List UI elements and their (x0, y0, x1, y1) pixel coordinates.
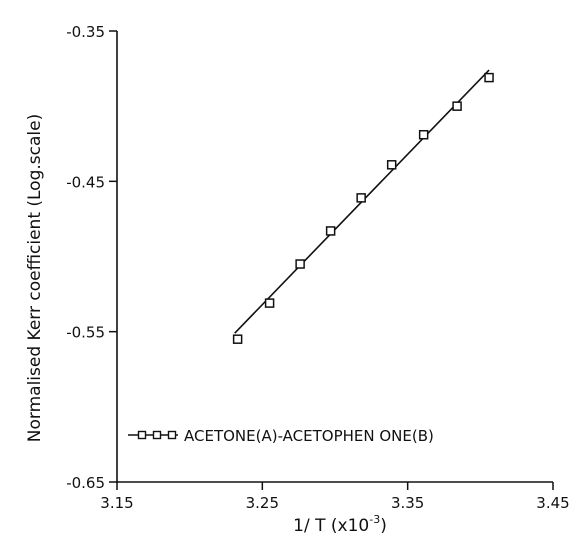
x-tick-label: 3.45 (536, 494, 569, 512)
x-axis-label-close: ) (380, 516, 387, 536)
data-point (325, 226, 336, 236)
y-axis-label: Normalised Kerr coefficient (Log.scale) (25, 114, 45, 442)
y-tick-label: -0.35 (66, 23, 105, 41)
legend-marker (167, 430, 177, 440)
data-point (386, 160, 397, 170)
y-tick-label: -0.55 (66, 324, 105, 342)
data-point (232, 334, 243, 344)
x-axis-label-main: 1/ T (x10 (293, 516, 369, 536)
legend-marker (152, 430, 162, 440)
x-axis-label-exponent: -3 (369, 513, 380, 526)
ticks: -0.35 -0.45 -0.55 -0.65 3.15 3.25 3.35 3.45 (66, 23, 570, 512)
x-tick-label: 3.35 (391, 494, 424, 512)
legend: ACETONE(A)-ACETOPHEN ONE(B) (128, 427, 434, 445)
legend-marker (137, 430, 147, 440)
x-tick-label: 3.15 (100, 494, 133, 512)
y-tick-label: -0.65 (66, 474, 105, 492)
data-point (484, 72, 494, 83)
data-point (295, 259, 305, 269)
data-point (356, 193, 366, 203)
legend-label: ACETONE(A)-ACETOPHEN ONE(B) (184, 427, 434, 445)
data-point (264, 298, 275, 308)
data-points (232, 72, 494, 344)
y-tick-label: -0.45 (66, 173, 105, 191)
axes (116, 31, 553, 483)
data-point (418, 129, 429, 140)
x-axis-label: 1/ T (x10-3) (293, 513, 387, 536)
x-tick-label: 3.25 (246, 494, 279, 512)
data-point (452, 101, 462, 111)
